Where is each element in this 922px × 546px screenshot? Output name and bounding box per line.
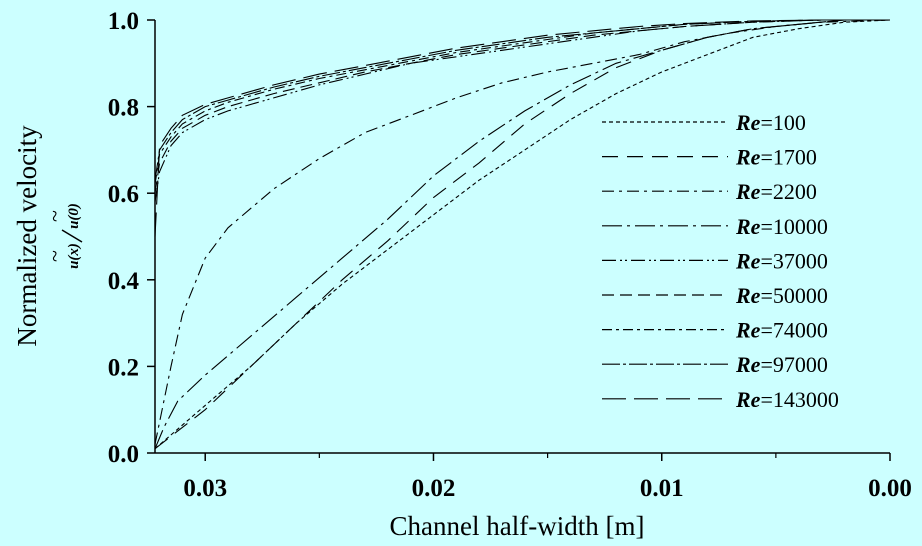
y-tick-label: 0.2	[108, 354, 139, 381]
formula-slash	[61, 229, 83, 243]
formula-numerator: u(x)	[66, 243, 82, 269]
y-tick-label: 1.0	[108, 8, 139, 35]
formula-tilde-denominator: ~	[42, 210, 67, 222]
legend-label: Re=10000	[735, 214, 828, 239]
x-axis-title: Channel half-width [m]	[390, 511, 645, 541]
x-tick-label: 0.02	[412, 475, 456, 502]
series-line-re-97000	[154, 19, 890, 181]
x-tick-label: 0.01	[640, 475, 684, 502]
legend-label: Re=37000	[735, 248, 828, 273]
formula-denominator: u(0)	[66, 203, 82, 229]
legend-label: Re=100	[735, 110, 806, 135]
y-tick-label: 0.0	[108, 441, 139, 468]
series-line-re-100	[154, 19, 891, 450]
legend: Re=100 Re=1700 Re=2200 Re=10000 Re=37000 Re=5…	[602, 110, 839, 412]
legend-label: Re=97000	[735, 352, 828, 377]
series-line-re-143000	[154, 19, 890, 237]
y-axis-title: Normalized velocity	[12, 125, 42, 347]
series-line-re-50000	[154, 19, 890, 194]
x-tick-label: 0.00	[868, 475, 912, 502]
ticks-layer: 0.0 0.2 0.4 0.6 0.8 1.0 0.03 0.02 0.01 0.00	[108, 8, 912, 502]
legend-label: Re=143000	[735, 387, 839, 412]
x-tick-label: 0.03	[183, 475, 227, 502]
legend-label: Re=50000	[735, 283, 828, 308]
legend-label: Re=2200	[735, 179, 817, 204]
y-tick-label: 0.8	[108, 95, 139, 122]
legend-label: Re=1700	[735, 145, 817, 170]
y-tick-label: 0.4	[108, 268, 140, 295]
y-tick-label: 0.6	[108, 181, 139, 208]
legend-label: Re=74000	[735, 318, 828, 343]
series-layer	[154, 19, 891, 450]
y-axis-formula: ~ u(x) ~ u(0)	[42, 203, 83, 269]
formula-tilde-numerator: ~	[42, 250, 67, 262]
